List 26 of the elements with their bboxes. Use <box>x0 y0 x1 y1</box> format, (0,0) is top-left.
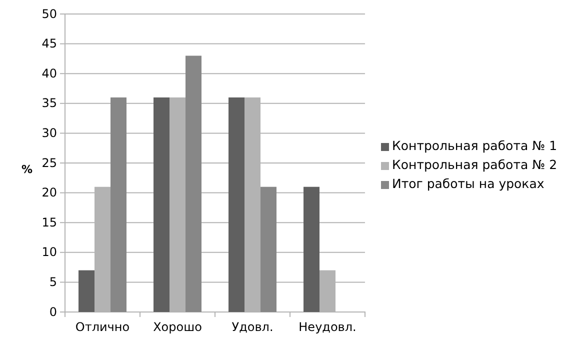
x-tick-label: Хорошо <box>153 320 202 334</box>
bar <box>304 186 320 312</box>
y-tick-label: 45 <box>42 36 57 51</box>
legend-label: Итог работы на уроках <box>392 176 544 191</box>
x-tick-label: Неудовл. <box>298 320 356 334</box>
y-tick-label: 35 <box>42 96 57 110</box>
bar <box>154 97 170 312</box>
y-axis-title: % <box>21 163 33 176</box>
y-tick-label: 15 <box>42 215 57 230</box>
legend-label: Контрольная работа № 2 <box>392 157 558 172</box>
y-tick-label: 0 <box>49 304 57 319</box>
bar <box>228 97 244 312</box>
bar <box>260 186 276 312</box>
y-tick-label: 20 <box>42 186 57 200</box>
y-tick-label: 30 <box>42 126 57 140</box>
bar <box>78 270 94 312</box>
bar <box>186 56 202 312</box>
bar <box>110 97 126 312</box>
y-tick-label: 5 <box>49 275 57 290</box>
legend-label: Контрольная работа № 1 <box>392 138 558 153</box>
x-tick-label: Удовл. <box>232 320 274 334</box>
y-tick-label: 50 <box>42 6 57 21</box>
y-tick-label: 10 <box>42 245 57 260</box>
y-tick-label: 40 <box>42 66 57 80</box>
x-tick-label: Отлично <box>75 320 130 334</box>
y-tick-label: 25 <box>42 156 57 170</box>
